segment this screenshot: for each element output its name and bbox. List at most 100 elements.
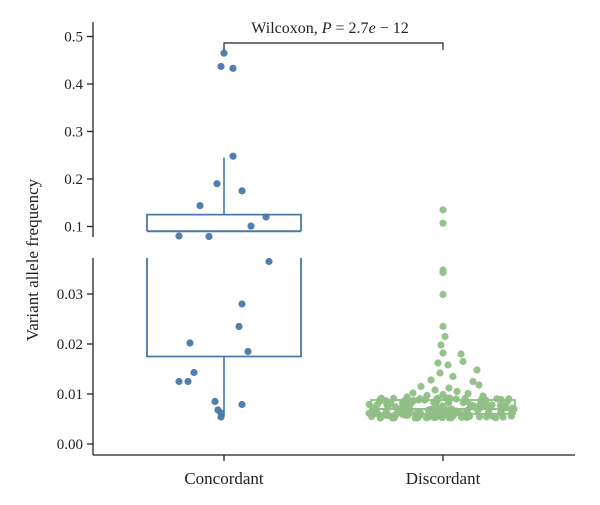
data-point [508,404,516,412]
data-point [247,222,255,230]
data-point [439,206,447,214]
data-point [384,402,392,410]
data-point [436,369,444,377]
data-point [459,399,467,407]
data-point [452,395,460,403]
data-point [475,381,483,389]
data-point [431,398,440,406]
data-point [441,332,449,341]
y-axis-title: Variant allele frequency [23,178,42,341]
data-point [220,49,228,57]
annotation-prefix: Wilcoxon, [251,20,321,37]
y-tick-label: 0.5 [64,30,83,46]
data-point [262,213,270,221]
data-point [373,401,381,409]
significance-annotation: Wilcoxon, P = 2.7e − 12 [251,20,408,37]
y-tick-label: 0.02 [57,337,83,353]
data-point [217,413,225,421]
y-tick-label: 0.00 [57,437,83,453]
data-point [205,232,213,241]
data-point [443,406,451,414]
data-point [391,403,400,411]
data-point [196,202,204,210]
data-point [213,180,221,188]
data-point [400,406,409,414]
data-point [229,64,237,72]
x-category-label: Concordant [184,469,264,488]
data-point [439,349,447,357]
data-point [190,368,198,377]
data-point [238,187,246,195]
annotation-p-symbol: P [321,20,332,37]
data-point [417,382,425,391]
data-point [410,396,418,405]
data-point [449,372,457,381]
data-point [382,409,391,417]
data-point [457,350,465,358]
data-point [465,412,474,420]
data-point [238,300,246,308]
data-point [453,387,461,396]
data-point [436,410,445,418]
data-point [434,359,442,367]
data-point [473,366,481,374]
data-point [439,290,447,299]
box-lower-part [146,258,302,358]
data-point [427,376,435,384]
data-point [175,377,183,386]
data-point [439,268,447,277]
data-point [186,339,194,347]
y-tick-label: 0.4 [64,77,83,93]
y-tick-group: 0.1 0.2 0.3 0.4 0.5 0.00 0.01 0.02 0.03 [57,30,93,453]
data-point [409,389,417,397]
data-point [486,404,494,412]
data-point [238,400,246,409]
data-point [211,397,219,406]
data-point [475,413,484,421]
data-point [401,411,409,419]
box-group [146,157,516,419]
data-point [497,409,505,418]
annotation-p-e: e [369,20,376,37]
data-point [431,386,439,394]
y-tick-label: 0.2 [64,172,83,188]
data-point [404,395,412,403]
x-category-label: Discordant [406,469,481,488]
data-point [497,395,505,404]
x-tick-group: Concordant Discordant [184,455,481,488]
data-point [502,404,510,412]
significance-bracket [223,42,444,50]
data-point [459,357,467,366]
data-point [446,394,454,402]
data-point [229,152,237,160]
annotation-p-value: = 2.7 [332,20,369,37]
data-point [184,377,192,386]
annotation-p-exp: − 12 [376,20,409,37]
data-point [416,395,424,403]
data-point [372,409,380,417]
data-point [474,406,482,415]
data-point [265,257,273,266]
data-point [235,322,243,331]
data-point [389,394,398,403]
data-point [432,405,441,413]
data-point [455,409,464,417]
y-tick-label: 0.1 [64,220,83,236]
y-tick-label: 0.03 [57,287,83,303]
data-point [217,62,225,71]
data-point [377,413,385,421]
data-point [439,322,447,331]
data-point [422,414,431,422]
point-group [175,49,518,422]
data-point [449,412,458,420]
data-point [414,410,422,418]
data-point [492,414,500,422]
data-point [445,384,453,392]
data-point [444,361,452,369]
y-tick-label: 0.01 [57,387,83,403]
box-upper-part [146,213,302,232]
data-point [469,377,477,386]
data-point [424,406,432,414]
data-point [437,341,445,349]
